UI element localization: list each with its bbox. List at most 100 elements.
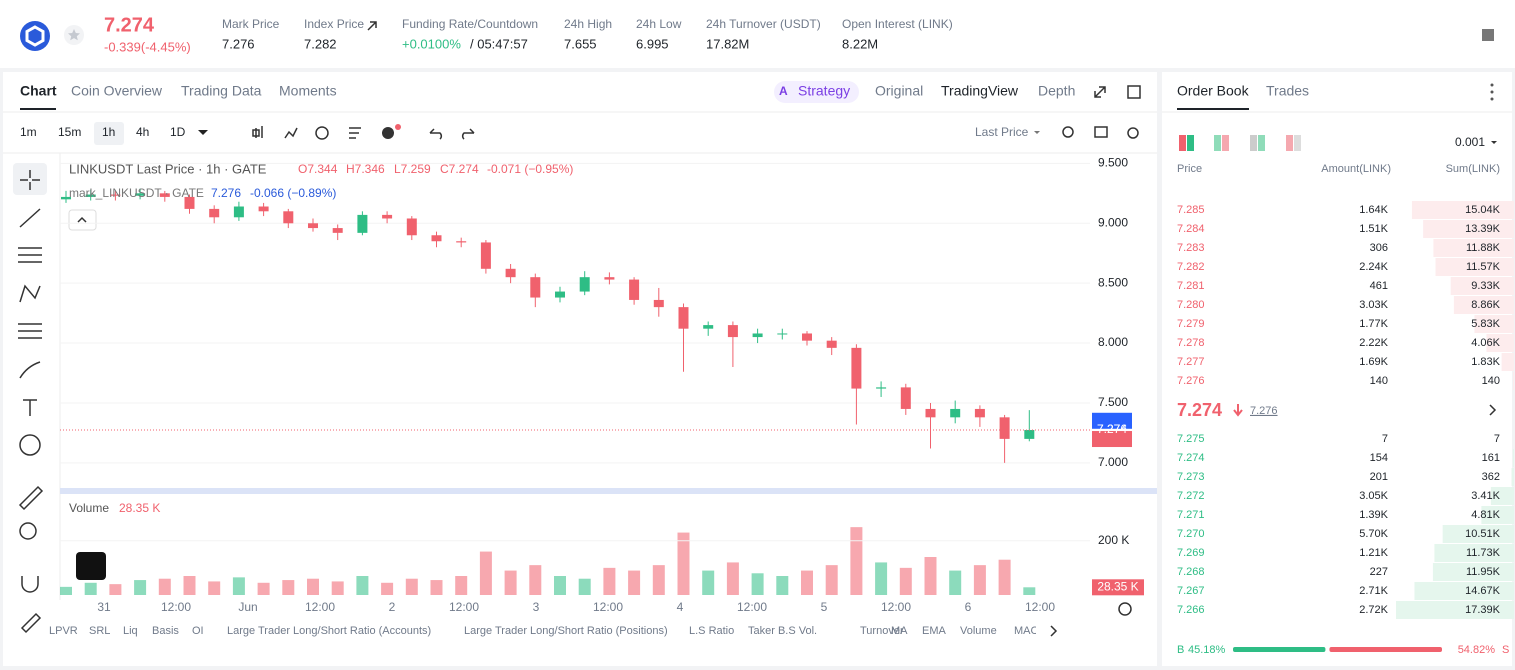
indicator[interactable]: L.S Ratio [689, 625, 734, 637]
more-icon[interactable] [1490, 97, 1494, 101]
indicator[interactable]: Volume [960, 625, 997, 637]
ob-price: 7.277 [1177, 356, 1205, 368]
interval[interactable]: 1D [170, 125, 186, 139]
ob-amount: 154 [1370, 452, 1388, 464]
view-tab[interactable]: Strategy [798, 83, 850, 99]
candle-body [629, 279, 640, 300]
volume-bar [875, 562, 888, 595]
ob-tab[interactable]: Trades [1266, 83, 1309, 99]
interval[interactable]: 1m [20, 125, 37, 139]
col-header: Price [1177, 163, 1202, 175]
ob-amount: 1.21K [1359, 547, 1388, 559]
view-tab[interactable]: Depth [1038, 83, 1075, 99]
candle-body [826, 340, 837, 348]
ohlc-change: -0.071 (−0.95%) [487, 162, 573, 176]
candle-body [61, 196, 71, 200]
indicator[interactable]: EMA [922, 625, 947, 637]
indicator[interactable]: Turnover [860, 625, 904, 637]
ob-amount: 2.72K [1359, 604, 1388, 616]
ob-sum: 14.67K [1465, 585, 1501, 597]
ob-price: 7.275 [1177, 433, 1205, 445]
dropdown-icon[interactable] [198, 130, 208, 135]
volume-bar [801, 570, 813, 595]
tab[interactable]: Coin Overview [71, 83, 163, 99]
candle-body [332, 228, 343, 233]
indicator[interactable]: Taker B.S Vol. [748, 625, 817, 637]
x-tick-label: 31 [97, 600, 111, 614]
ob-sum: 9.33K [1471, 280, 1500, 292]
volume-bar [949, 570, 962, 595]
ob-price: 7.273 [1177, 471, 1205, 483]
interval-active [94, 122, 124, 145]
depth-bar [1442, 525, 1514, 543]
ob-amount: 5.70K [1359, 528, 1388, 540]
stat-label: Open Interest (LINK) [842, 17, 953, 31]
interval[interactable]: 4h [136, 125, 149, 139]
ob-price: 7.274 [1177, 452, 1205, 464]
view-tab[interactable]: Original [875, 83, 923, 99]
stat-value: 7.655 [564, 36, 597, 51]
candle-body [159, 193, 170, 197]
collapse-button[interactable] [68, 209, 97, 231]
candle-body [209, 208, 220, 218]
volume-bar [998, 559, 1011, 595]
indicator-fade [1036, 620, 1066, 642]
interval[interactable]: 1h [102, 125, 115, 139]
candle-body [999, 417, 1010, 439]
ob-amount: 7 [1382, 433, 1388, 445]
candle-body [678, 307, 689, 329]
ob-sum: 4.06K [1471, 337, 1500, 349]
tab[interactable]: Trading Data [181, 83, 262, 99]
y-tick-label: 8.000 [1098, 335, 1128, 349]
precision[interactable]: 0.001 [1455, 135, 1485, 149]
star-icon [68, 29, 80, 41]
ob-price: 7.272 [1177, 490, 1205, 502]
depth-bar [1481, 506, 1514, 524]
volume-bar [232, 577, 245, 595]
ob-tab[interactable]: Order Book [1177, 83, 1250, 99]
x-tick-label: 12:00 [161, 600, 191, 614]
candle-body [777, 333, 788, 335]
depth-bar [1501, 353, 1514, 371]
view-tab[interactable]: TradingView [941, 83, 1019, 99]
toolbar-icons [252, 124, 1139, 140]
ob-price: 7.284 [1177, 223, 1205, 235]
candle-body [357, 214, 368, 233]
scroll-right[interactable] [1050, 625, 1058, 637]
window-icon[interactable] [1127, 85, 1141, 99]
tab[interactable]: Moments [279, 83, 337, 99]
indicator[interactable]: MA [891, 625, 908, 637]
strategy-pill[interactable] [774, 81, 859, 103]
ob-price: 7.282 [1177, 261, 1205, 273]
ob-sum: 11.57K [1466, 261, 1501, 273]
interval[interactable]: 15m [58, 125, 81, 139]
candle-body [480, 242, 491, 269]
pane-separator[interactable] [60, 488, 1157, 494]
indicator[interactable]: Large Trader Long/Short Ratio (Positions… [464, 625, 668, 637]
ob-sum: 161 [1482, 452, 1500, 464]
ai-icon: A [779, 84, 788, 98]
indicator[interactable]: OI [192, 625, 204, 637]
volume-bar [529, 565, 542, 595]
expand-icon[interactable] [1094, 86, 1106, 98]
indicator[interactable]: LPVR [49, 625, 78, 637]
indicator[interactable]: Liq [123, 625, 138, 637]
price-source[interactable]: Last Price [975, 125, 1029, 139]
ob-sum: 7 [1494, 433, 1500, 445]
x-tick-label: 4 [677, 600, 684, 614]
layout-icons[interactable] [1179, 135, 1497, 151]
candle-body [851, 347, 862, 389]
settings-icon[interactable] [1482, 29, 1494, 41]
ob-amount: 1.77K [1359, 318, 1388, 330]
settings-gear[interactable] [1118, 602, 1132, 616]
indicator[interactable]: Large Trader Long/Short Ratio (Accounts) [227, 625, 431, 637]
indicator[interactable]: Basis [152, 625, 179, 637]
tab[interactable]: Chart [20, 83, 57, 99]
mid-chevron[interactable] [1489, 404, 1497, 416]
stat-label: 24h Low [636, 17, 682, 31]
indicator[interactable]: SRL [89, 625, 110, 637]
volume-bar [628, 570, 641, 595]
coin-logo [20, 21, 50, 51]
header-bar [0, 0, 1515, 68]
drawing-tools[interactable] [13, 163, 47, 634]
